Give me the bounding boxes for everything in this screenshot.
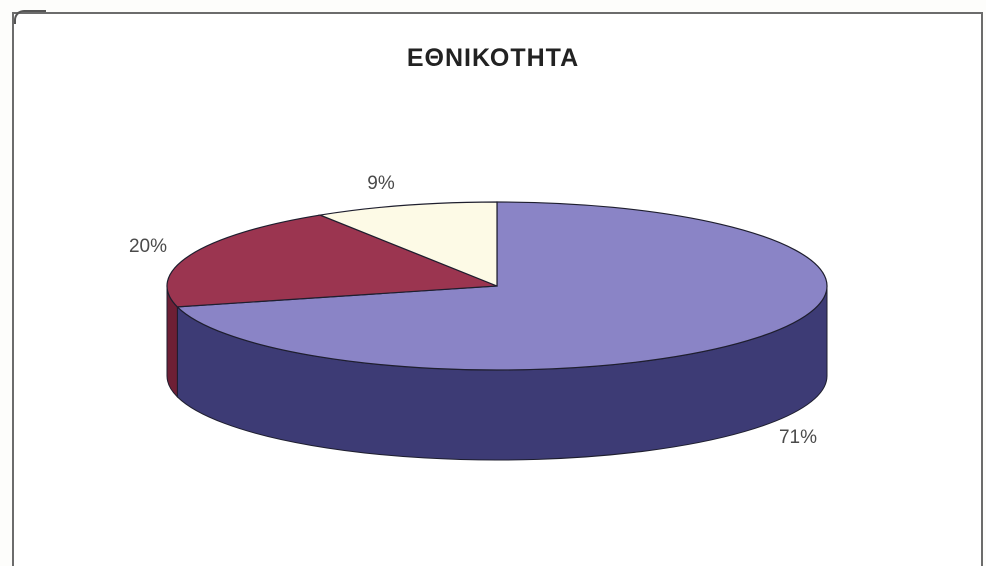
pie-label-0: 71% [779,427,817,448]
chart-title: ΕΘΝΙΚΟΤΗΤΑ [406,44,580,72]
pie-label-1: 20% [129,236,167,257]
pie-slice-1 [166,214,498,308]
pie-slice-0 [175,201,828,371]
pie-slice-2 [317,201,498,287]
pie-label-2: 9% [367,173,395,194]
corner-bracket [14,10,46,24]
